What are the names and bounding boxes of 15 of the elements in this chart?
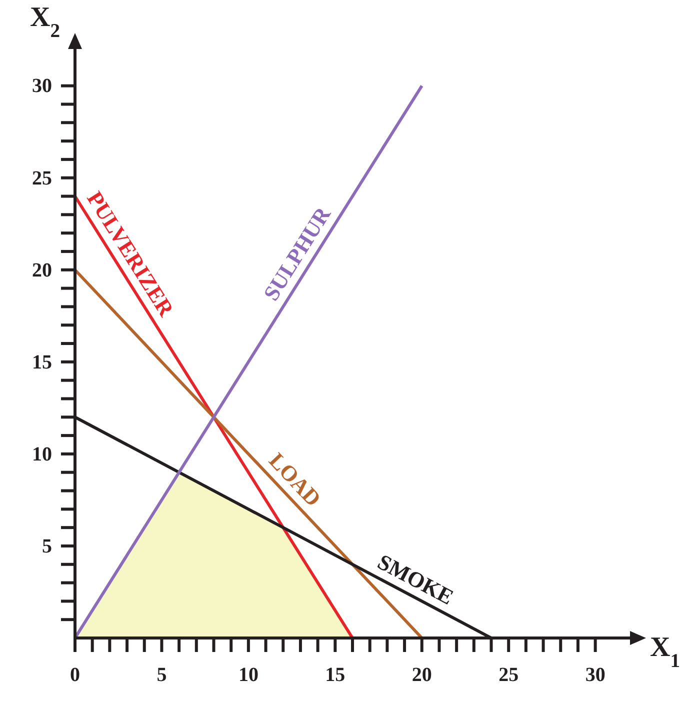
y-tick-label: 25: [32, 167, 52, 190]
x-axis-title: X$_{1}$: [650, 632, 680, 672]
x-tick-label: 15: [325, 664, 346, 686]
y-tick-label: 30: [32, 75, 52, 98]
y-tick-label: 10: [32, 443, 52, 466]
y-tick-label: 15: [32, 351, 52, 374]
x-tick-label: 30: [585, 664, 606, 686]
x-tick-label: 10: [238, 664, 258, 686]
y-tick-label: 20: [32, 259, 52, 282]
y-axis-title: X$_{2}$: [30, 2, 60, 42]
y-tick-label: 5: [42, 535, 52, 558]
x-tick-label: 5: [156, 664, 167, 686]
x-tick-label: 0: [70, 664, 80, 686]
x-tick-label: 20: [412, 664, 432, 686]
x-tick-label: 25: [498, 664, 519, 686]
